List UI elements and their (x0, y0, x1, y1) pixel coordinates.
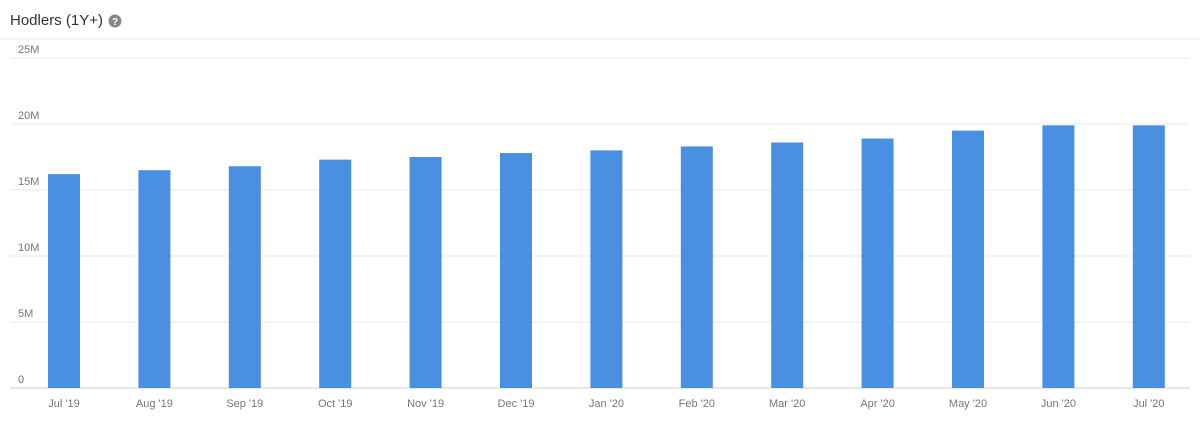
chart-title: Hodlers (1Y+) (10, 12, 103, 29)
bar (138, 170, 171, 388)
bar (409, 157, 442, 388)
bar (500, 153, 532, 388)
bar (590, 150, 623, 388)
x-tick-label: Jul '20 (1133, 398, 1164, 410)
bar (952, 130, 984, 388)
y-tick-label: 10M (18, 242, 39, 254)
y-tick-label: 0 (18, 374, 24, 386)
bar (228, 166, 261, 388)
bar (861, 138, 894, 388)
x-tick-label: Sep '19 (226, 398, 263, 410)
help-icon[interactable] (108, 14, 122, 28)
x-tick-label: Apr '20 (860, 398, 895, 410)
x-tick-label: Jul '19 (48, 398, 79, 410)
x-tick-label: Feb '20 (679, 398, 715, 410)
x-tick-label: Mar '20 (769, 398, 805, 410)
y-tick-label: 5M (18, 308, 33, 320)
bar (48, 174, 80, 388)
x-tick-label: Jan '20 (589, 398, 624, 410)
bar (771, 142, 804, 388)
bar (1042, 125, 1075, 388)
x-tick-label: Dec '19 (498, 398, 535, 410)
bar (1132, 125, 1165, 388)
y-tick-label: 15M (18, 176, 39, 188)
x-tick-label: Nov '19 (407, 398, 444, 410)
y-tick-label: 25M (18, 44, 39, 56)
help-icon-glyph: ? (112, 17, 118, 28)
y-tick-label: 20M (18, 110, 39, 122)
x-tick-label: Jun '20 (1041, 398, 1076, 410)
x-tick-label: Oct '19 (318, 398, 353, 410)
x-tick-label: May '20 (949, 398, 987, 410)
bar (319, 159, 352, 388)
bar (680, 146, 713, 388)
x-tick-label: Aug '19 (136, 398, 173, 410)
